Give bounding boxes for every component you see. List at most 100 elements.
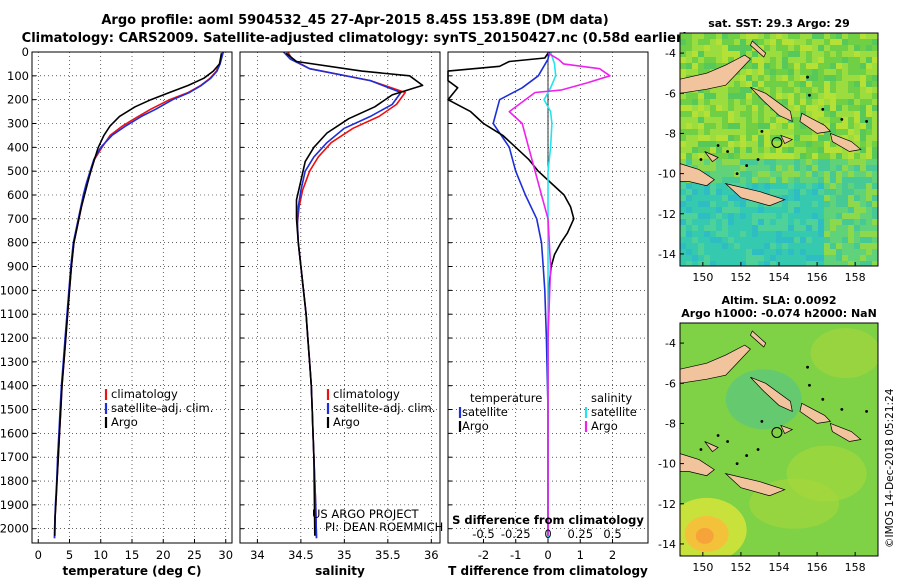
sst-cell — [848, 75, 854, 81]
sst-cell — [794, 237, 800, 243]
sst-cell — [854, 189, 860, 195]
sst-cell — [854, 87, 860, 93]
sst-cell — [818, 201, 824, 207]
sst-cell — [818, 237, 824, 243]
island-dot — [745, 164, 749, 167]
sst-cell — [716, 213, 722, 219]
sst-cell — [776, 213, 782, 219]
sst-cell — [752, 93, 758, 99]
sst-cell — [746, 243, 752, 249]
sst-cell — [830, 39, 836, 45]
lat-tick-label: -12 — [658, 498, 676, 511]
sst-cell — [830, 111, 836, 117]
sst-cell — [752, 213, 758, 219]
sst-cell — [806, 129, 812, 135]
sst-cell — [698, 195, 704, 201]
sst-cell — [860, 189, 866, 195]
sst-cell — [722, 33, 728, 39]
sst-cell — [764, 45, 770, 51]
sst-cell — [752, 135, 758, 141]
sst-cell — [812, 261, 818, 266]
sst-cell — [752, 177, 758, 183]
sst-cell — [854, 93, 860, 99]
sst-cell — [866, 183, 872, 189]
sst-cell — [764, 135, 770, 141]
sst-cell — [752, 219, 758, 225]
sst-cell — [776, 45, 782, 51]
sst-cell — [704, 201, 710, 207]
sst-cell — [704, 51, 710, 57]
sst-cell — [758, 105, 764, 111]
sst-cell — [836, 123, 842, 129]
sst-cell — [734, 153, 740, 159]
sst-cell — [872, 213, 878, 219]
sst-cell — [812, 171, 818, 177]
sst-cell — [728, 39, 734, 45]
sst-cell — [800, 69, 806, 75]
sst-cell — [842, 261, 848, 266]
sst-cell — [704, 69, 710, 75]
lon-tick-label: 152 — [730, 561, 751, 574]
sst-cell — [698, 243, 704, 249]
sst-cell — [776, 153, 782, 159]
sst-cell — [836, 69, 842, 75]
sst-cell — [824, 195, 830, 201]
sst-cell — [842, 135, 848, 141]
sst-cell — [746, 63, 752, 69]
sst-cell — [854, 159, 860, 165]
sst-cell — [806, 87, 812, 93]
sst-cell — [746, 51, 752, 57]
sst-cell — [728, 231, 734, 237]
sst-cell — [794, 69, 800, 75]
sst-cell — [782, 207, 788, 213]
sst-cell — [806, 135, 812, 141]
map-field — [680, 323, 878, 556]
sst-cell — [830, 93, 836, 99]
sst-cell — [848, 33, 854, 39]
sst-cell — [806, 99, 812, 105]
sst-cell — [746, 81, 752, 87]
sst-cell — [782, 153, 788, 159]
sst-cell — [794, 93, 800, 99]
sst-cell — [686, 57, 692, 63]
sst-cell — [680, 63, 686, 69]
sst-cell — [746, 207, 752, 213]
sst-cell — [692, 111, 698, 117]
land-polygon — [780, 424, 794, 434]
sst-cell — [728, 165, 734, 171]
sst-cell — [776, 201, 782, 207]
sst-cell — [872, 153, 878, 159]
sst-cell — [872, 171, 878, 177]
sst-cell — [860, 87, 866, 93]
series-line-s-argo — [508, 52, 611, 536]
sst-cell — [818, 159, 824, 165]
sst-cell — [680, 183, 686, 189]
sst-cell — [818, 39, 824, 45]
sst-cell — [782, 33, 788, 39]
lon-tick-label: 154 — [769, 271, 790, 284]
sst-cell — [728, 33, 734, 39]
sst-cell — [836, 81, 842, 87]
sst-cell — [740, 99, 746, 105]
sst-cell — [860, 135, 866, 141]
difference-profile-panel: -2 -1 0 1 2 T difference from climatology temp… — [447, 51, 649, 578]
sst-cell — [788, 231, 794, 237]
sst-cell — [704, 39, 710, 45]
sst-cell — [866, 33, 872, 39]
sst-cell — [704, 45, 710, 51]
sst-cell — [734, 117, 740, 123]
sst-cell — [842, 243, 848, 249]
sst-cell — [842, 81, 848, 87]
sst-cell — [860, 51, 866, 57]
sst-cell — [716, 111, 722, 117]
sst-cell — [842, 207, 848, 213]
sst-cell — [842, 201, 848, 207]
sst-cell — [680, 237, 686, 243]
sst-cell — [848, 111, 854, 117]
sst-cell — [770, 219, 776, 225]
sst-cell — [770, 51, 776, 57]
sst-cell — [776, 231, 782, 237]
sst-cell — [806, 255, 812, 261]
sst-cell — [752, 69, 758, 75]
sst-cell — [812, 63, 818, 69]
